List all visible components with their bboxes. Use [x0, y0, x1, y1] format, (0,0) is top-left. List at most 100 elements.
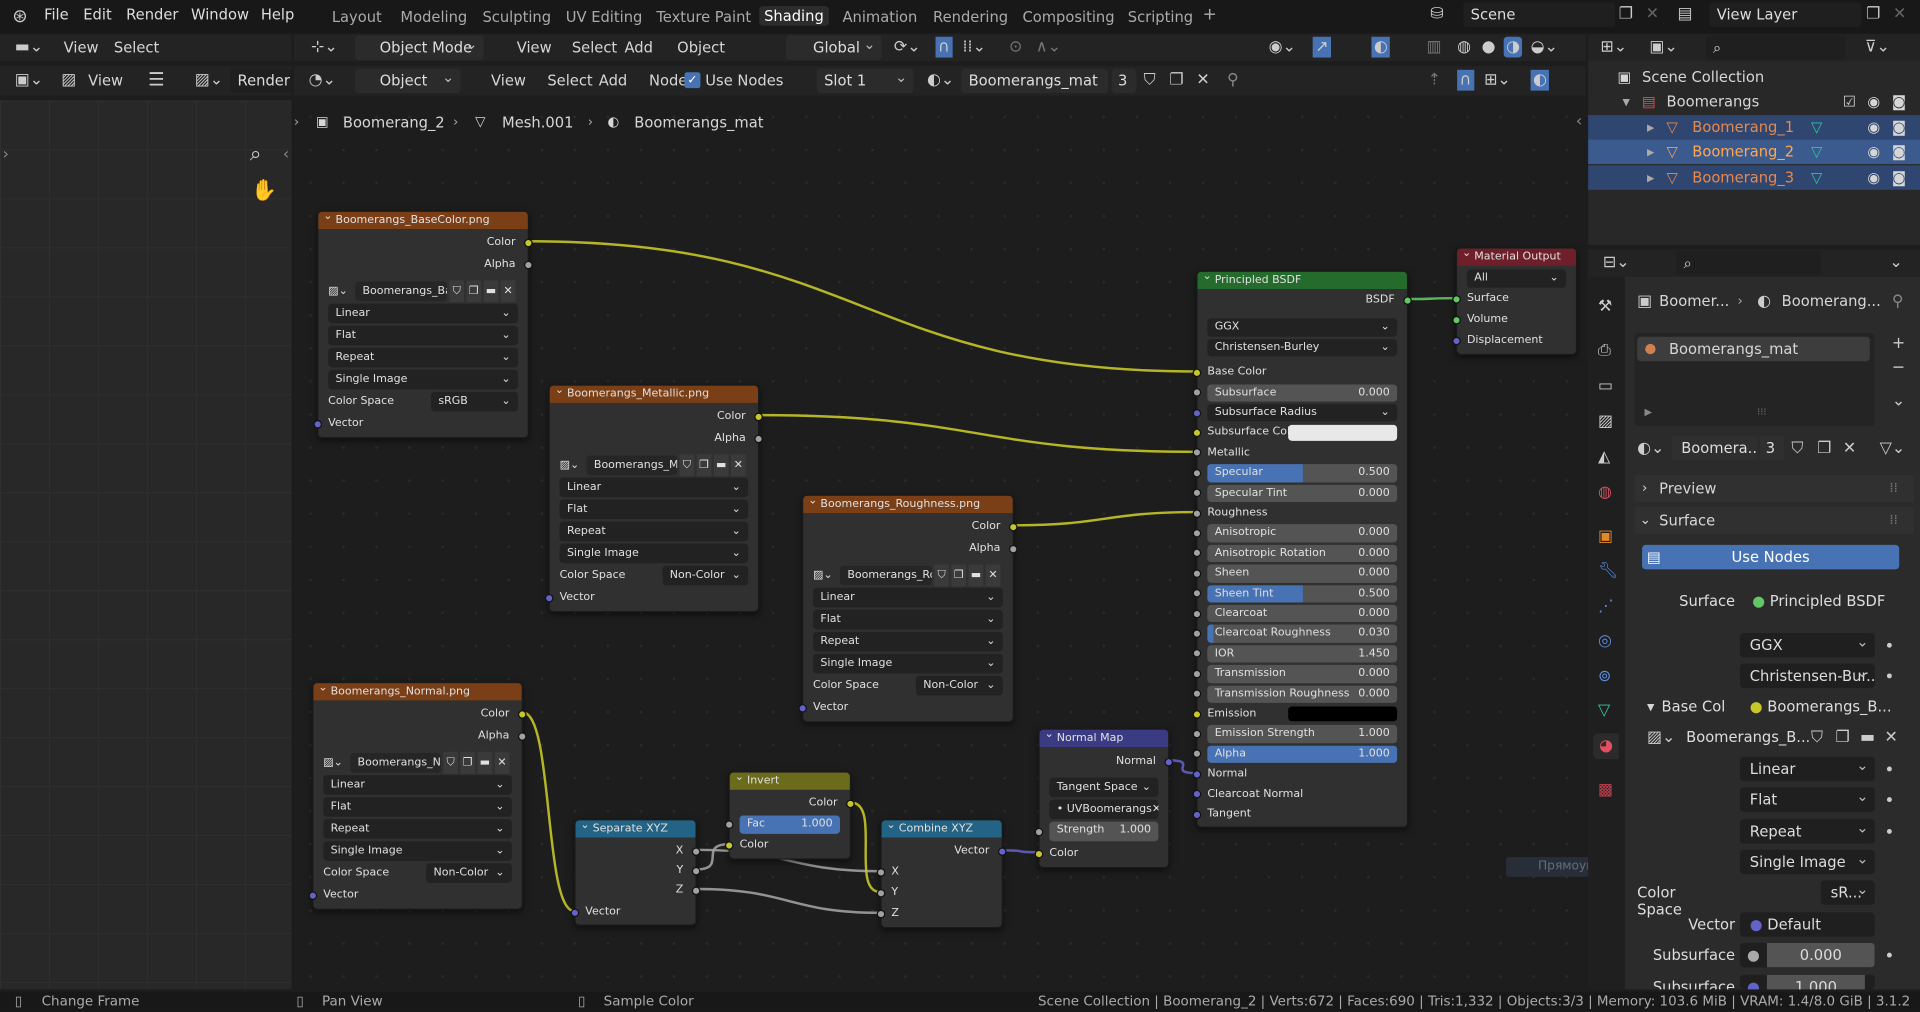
- eye-icon[interactable]: ◉: [1867, 93, 1881, 111]
- source-dropdown[interactable]: Single Image: [1740, 849, 1875, 875]
- color-space-dropdown[interactable]: Non-Color ⌄: [662, 565, 749, 586]
- open-image-folder-icon[interactable]: ▬: [968, 564, 984, 587]
- node-dropdown[interactable]: Subsurface Radius ⌄: [1207, 404, 1398, 422]
- extension-dropdown[interactable]: Repeat: [1740, 819, 1875, 844]
- modifier-tab-icon[interactable]: 🔧︎: [1597, 562, 1619, 581]
- display-mode-icon[interactable]: ▣⌄: [1649, 37, 1678, 57]
- socket-out[interactable]: [524, 260, 533, 269]
- node-header[interactable]: Boomerangs_Normal.png: [313, 683, 522, 701]
- properties-editor-type-icon[interactable]: ⊟⌄: [1602, 253, 1630, 272]
- snap-target-icon[interactable]: ⁞⁞⌄: [962, 37, 986, 57]
- node-value-slider[interactable]: Emission Strength 1.000: [1207, 725, 1398, 743]
- open-image-folder-icon[interactable]: ▬: [713, 454, 729, 477]
- node-header[interactable]: Normal Map: [1039, 729, 1169, 747]
- outliner-object-row[interactable]: ▸ ▽ Boomerang_1 ▽ ◉ ◙: [1588, 115, 1920, 140]
- node-add-menu[interactable]: Add: [598, 72, 628, 90]
- socket-in[interactable]: [724, 841, 734, 850]
- visibility-icon[interactable]: ◉⌄: [1268, 37, 1296, 57]
- material-users-count[interactable]: 3: [1111, 68, 1137, 94]
- world-tab-icon[interactable]: ◍: [1597, 483, 1612, 503]
- menu-edit[interactable]: Edit: [83, 6, 112, 24]
- outliner-editor-type-icon[interactable]: ⊞⌄: [1600, 37, 1628, 57]
- node-dropdown[interactable]: Flat ⌄: [323, 797, 512, 817]
- image-browse-icon[interactable]: ▨⌄: [323, 756, 343, 769]
- node-dropdown[interactable]: Repeat ⌄: [813, 631, 1003, 652]
- particles-tab-icon[interactable]: ⋰: [1597, 597, 1614, 616]
- duplicate-image-icon[interactable]: ❐: [466, 280, 482, 303]
- socket-in[interactable]: [1192, 388, 1202, 398]
- socket-out[interactable]: [524, 238, 533, 247]
- socket-in[interactable]: [1192, 549, 1202, 558]
- socket-in[interactable]: [1192, 689, 1202, 699]
- unlink-image-icon[interactable]: ✕: [500, 280, 516, 303]
- fake-user-shield-icon[interactable]: ⛉: [1143, 71, 1156, 90]
- clear-icon[interactable]: ✕: [1152, 800, 1158, 820]
- image-name-field[interactable]: Boomerangs_Rou...: [840, 565, 932, 586]
- node-dropdown[interactable]: Flat ⌄: [813, 609, 1003, 630]
- tab-sculpting[interactable]: Sculpting: [482, 8, 552, 26]
- viewport-view-menu[interactable]: View: [516, 39, 552, 57]
- node-value-slider[interactable]: IOR 1.450: [1207, 645, 1398, 663]
- socket-out[interactable]: [1008, 544, 1018, 553]
- tab-scripting[interactable]: Scripting: [1127, 8, 1194, 26]
- sidebar-toggle-arrow-icon[interactable]: ‹: [1575, 112, 1583, 132]
- socket-in[interactable]: [1192, 749, 1202, 759]
- socket-out[interactable]: [754, 412, 763, 421]
- socket-in[interactable]: [798, 703, 807, 713]
- node-basecolor[interactable]: Boomerangs_BaseColor.png Color Alpha ▨⌄ Boom…: [313, 210, 533, 439]
- outliner-object-row-active[interactable]: ▸ ▽ Boomerang_2 ▽ ◉ ◙: [1588, 139, 1920, 165]
- unlink-image-icon[interactable]: ✕: [985, 564, 1001, 587]
- eye-icon[interactable]: ◉: [1867, 118, 1881, 136]
- object-mode-dropdown[interactable]: Object Mode: [355, 32, 484, 61]
- transform-orientation-dropdown[interactable]: Global: [786, 32, 882, 61]
- image-browse-icon[interactable]: ▨⌄: [328, 285, 348, 298]
- node-dropdown[interactable]: Flat ⌄: [559, 499, 749, 520]
- node-dropdown[interactable]: Flat ⌄: [328, 325, 518, 346]
- eye-icon[interactable]: ◉: [1867, 143, 1881, 161]
- node-value-slider[interactable]: Fac 1.000: [739, 815, 841, 834]
- node-dropdown[interactable]: All ⌄: [1466, 269, 1567, 288]
- socket-in[interactable]: [1192, 609, 1202, 618]
- fake-user-shield-icon[interactable]: ⛉: [443, 751, 458, 774]
- pin-icon[interactable]: ⚲: [1891, 292, 1904, 312]
- outliner-object-row[interactable]: ▸ ▽ Boomerang_3 ▽ ◉ ◙: [1588, 165, 1920, 190]
- unlink-material-icon[interactable]: ✕: [1196, 71, 1210, 90]
- node-value-slider[interactable]: Anisotropic 0.000: [1207, 524, 1398, 543]
- node-dropdown[interactable]: Single Image ⌄: [323, 841, 512, 861]
- socket-in[interactable]: [1192, 770, 1202, 779]
- node-combxyz[interactable]: Combine XYZ Vector XYZ: [876, 819, 1007, 929]
- gizmo-icon[interactable]: ↗: [1312, 36, 1331, 58]
- use-nodes-button[interactable]: ▤ Use Nodes: [1642, 544, 1900, 570]
- tab-uv-editing[interactable]: UV Editing: [565, 8, 643, 26]
- node-dropdown[interactable]: Christensen-Burley ⌄: [1207, 338, 1398, 357]
- node-value-slider[interactable]: Sheen 0.000: [1207, 564, 1398, 583]
- pin-icon[interactable]: ⚲: [1226, 71, 1239, 90]
- image-view-dropdown[interactable]: View: [88, 72, 124, 90]
- node-value-slider[interactable]: Alpha 1.000: [1207, 745, 1398, 764]
- material-slot-list[interactable]: ● Boomerangs_mat ▶ ⁝⁝⁝: [1634, 333, 1875, 427]
- socket-in[interactable]: [1192, 569, 1202, 578]
- options-chevron-icon[interactable]: ⌄: [1889, 253, 1903, 272]
- node-select-menu[interactable]: Select: [547, 72, 593, 90]
- keyframe-dot-icon[interactable]: [1886, 673, 1892, 679]
- node-dropdown[interactable]: Single Image ⌄: [813, 653, 1003, 674]
- collapse-sidebar-arrow-icon[interactable]: ‹: [282, 145, 290, 165]
- node-normal[interactable]: Boomerangs_Normal.png Color Alpha ▨⌄ Boomera…: [308, 682, 527, 910]
- node-sepxyz[interactable]: Separate XYZ XYZ Vector: [570, 819, 701, 926]
- socket-in[interactable]: [1192, 529, 1202, 538]
- delete-scene-icon[interactable]: ✕: [1645, 4, 1660, 24]
- socket-in[interactable]: [876, 909, 886, 919]
- duplicate-material-icon[interactable]: ❐: [1817, 439, 1832, 458]
- breadcrumb-object[interactable]: Boomerang_2: [342, 113, 445, 132]
- material-preview-shading-icon[interactable]: ◑: [1503, 36, 1523, 58]
- expand-arrow-icon[interactable]: ▶: [1644, 406, 1653, 418]
- zoom-icon[interactable]: ⌕: [249, 142, 262, 167]
- node-metallic[interactable]: Boomerangs_Metallic.png Color Alpha ▨⌄ Boome…: [544, 384, 763, 613]
- material-slot-item[interactable]: ● Boomerangs_mat: [1637, 336, 1870, 362]
- keyframe-dot-icon[interactable]: [1886, 797, 1892, 803]
- node-value-slider[interactable]: Specular 0.500: [1207, 464, 1398, 482]
- socket-in[interactable]: [1192, 810, 1202, 819]
- resize-handle[interactable]: ⁝⁝⁝: [1757, 406, 1767, 418]
- socket-in[interactable]: [1192, 629, 1202, 639]
